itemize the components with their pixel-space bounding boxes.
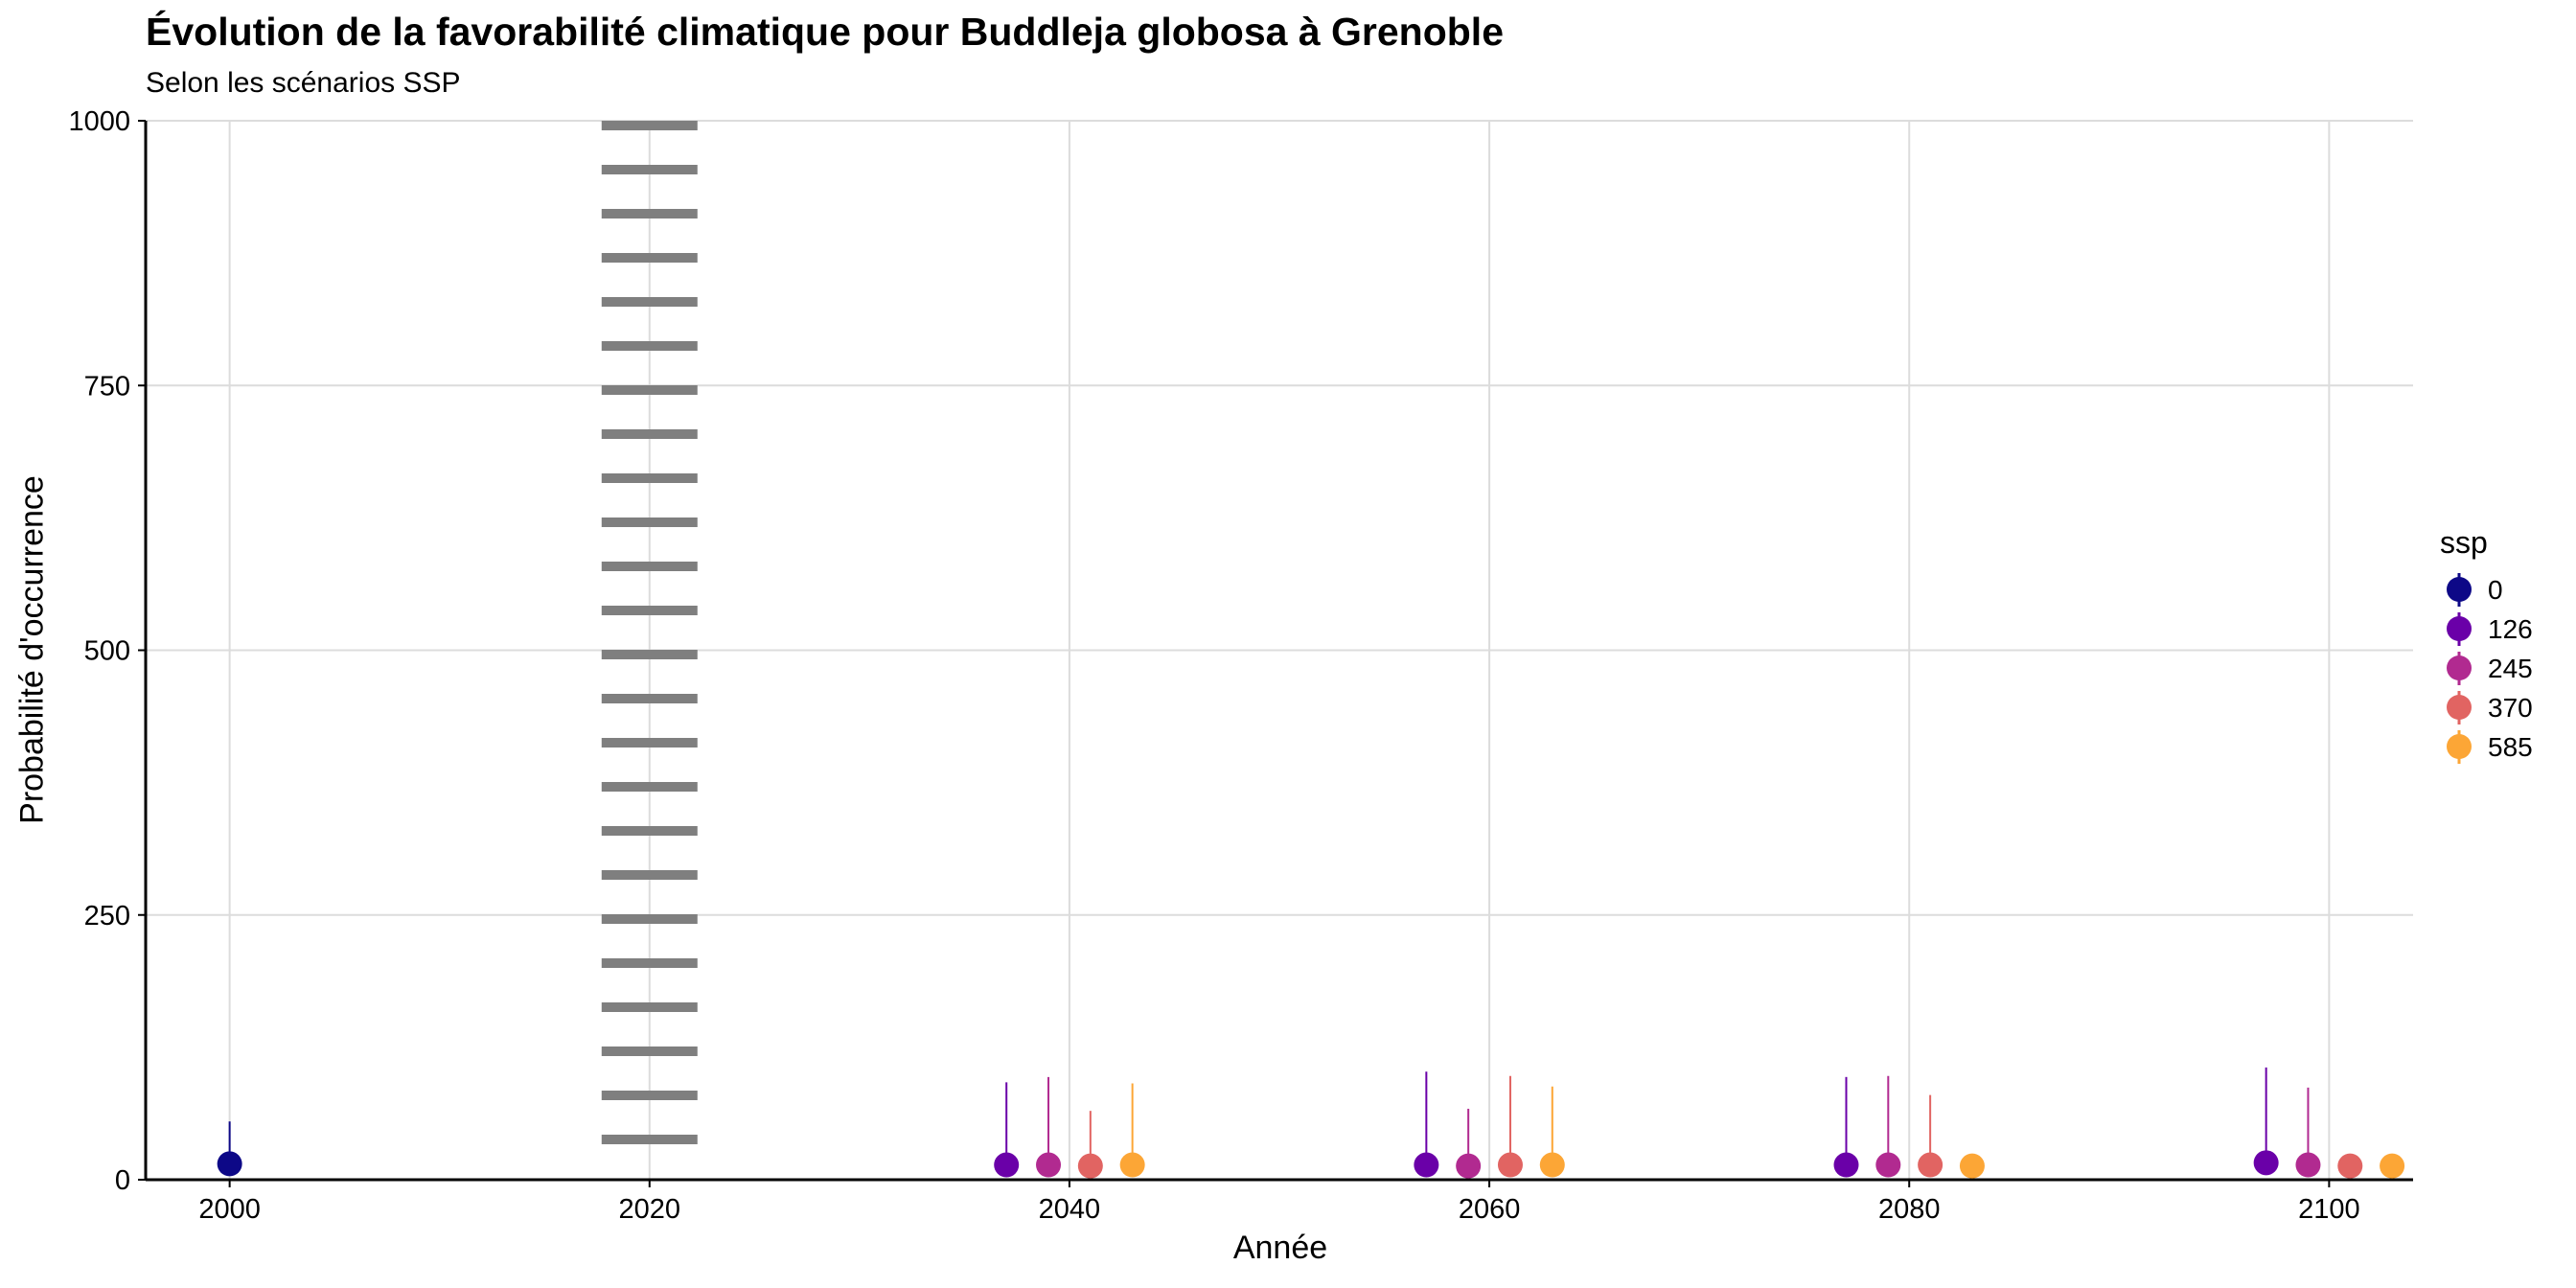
legend-key-ssp-0 (2447, 573, 2472, 607)
point-ssp-585 (1119, 1152, 1145, 1178)
point-ssp-585 (1959, 1153, 1985, 1179)
y-tick-label: 0 (115, 1165, 130, 1196)
legend-label: 585 (2488, 731, 2533, 762)
legend-key-point (2447, 577, 2472, 602)
chart-subtitle: Selon les scénarios SSP (146, 67, 461, 99)
legend-item-ssp-126: 126 (2440, 610, 2533, 649)
legend-key-point (2447, 656, 2472, 680)
legend-key-ssp-370 (2447, 691, 2472, 724)
legend-key-ssp-126 (2447, 612, 2472, 646)
point-ssp-370 (1918, 1152, 1944, 1178)
point-ssp-585 (2380, 1153, 2405, 1179)
legend-label: 126 (2488, 613, 2533, 644)
point-ssp-126 (994, 1152, 1020, 1178)
point-ssp-0 (217, 1151, 242, 1177)
point-ssp-245 (2295, 1152, 2321, 1178)
legend-item-ssp-585: 585 (2440, 727, 2533, 767)
point-ssp-126 (1833, 1152, 1859, 1178)
legend-key-ssp-245 (2447, 652, 2472, 685)
point-ssp-126 (1414, 1152, 1439, 1178)
legend-item-ssp-370: 370 (2440, 688, 2533, 727)
x-tick-label: 2040 (1039, 1194, 1101, 1225)
legend-title: ssp (2440, 525, 2488, 560)
point-ssp-245 (1036, 1152, 1062, 1178)
x-tick-label: 2060 (1459, 1194, 1521, 1225)
legend: ssp 0 126 245 370 585 (2440, 525, 2533, 767)
legend-label: 0 (2488, 574, 2503, 605)
y-tick-label: 250 (84, 901, 130, 932)
legend-key-point (2447, 734, 2472, 759)
legend-key-point (2447, 616, 2472, 641)
legend-key-point (2447, 695, 2472, 720)
point-ssp-370 (1077, 1153, 1103, 1179)
x-tick-label: 2020 (619, 1194, 681, 1225)
legend-label: 245 (2488, 653, 2533, 683)
y-tick-label: 500 (84, 636, 130, 667)
point-ssp-370 (1497, 1152, 1523, 1178)
x-tick-label: 2100 (2298, 1194, 2360, 1225)
legend-key-ssp-585 (2447, 730, 2472, 764)
x-axis-label: Année (1232, 1230, 1328, 1266)
point-ssp-585 (1539, 1152, 1565, 1178)
point-ssp-370 (2337, 1153, 2363, 1179)
x-tick-label: 2080 (1878, 1194, 1941, 1225)
point-ssp-245 (1456, 1153, 1482, 1179)
y-tick-label: 750 (84, 371, 130, 402)
legend-item-ssp-245: 245 (2440, 649, 2533, 688)
point-ssp-126 (2253, 1150, 2279, 1176)
legend-label: 370 (2488, 692, 2533, 723)
x-tick-label: 2000 (198, 1194, 261, 1225)
point-ssp-245 (1875, 1152, 1901, 1178)
legend-item-ssp-0: 0 (2440, 570, 2533, 610)
y-tick-label: 1000 (68, 106, 130, 137)
chart-title: Évolution de la favorabilité climatique … (146, 10, 1505, 54)
